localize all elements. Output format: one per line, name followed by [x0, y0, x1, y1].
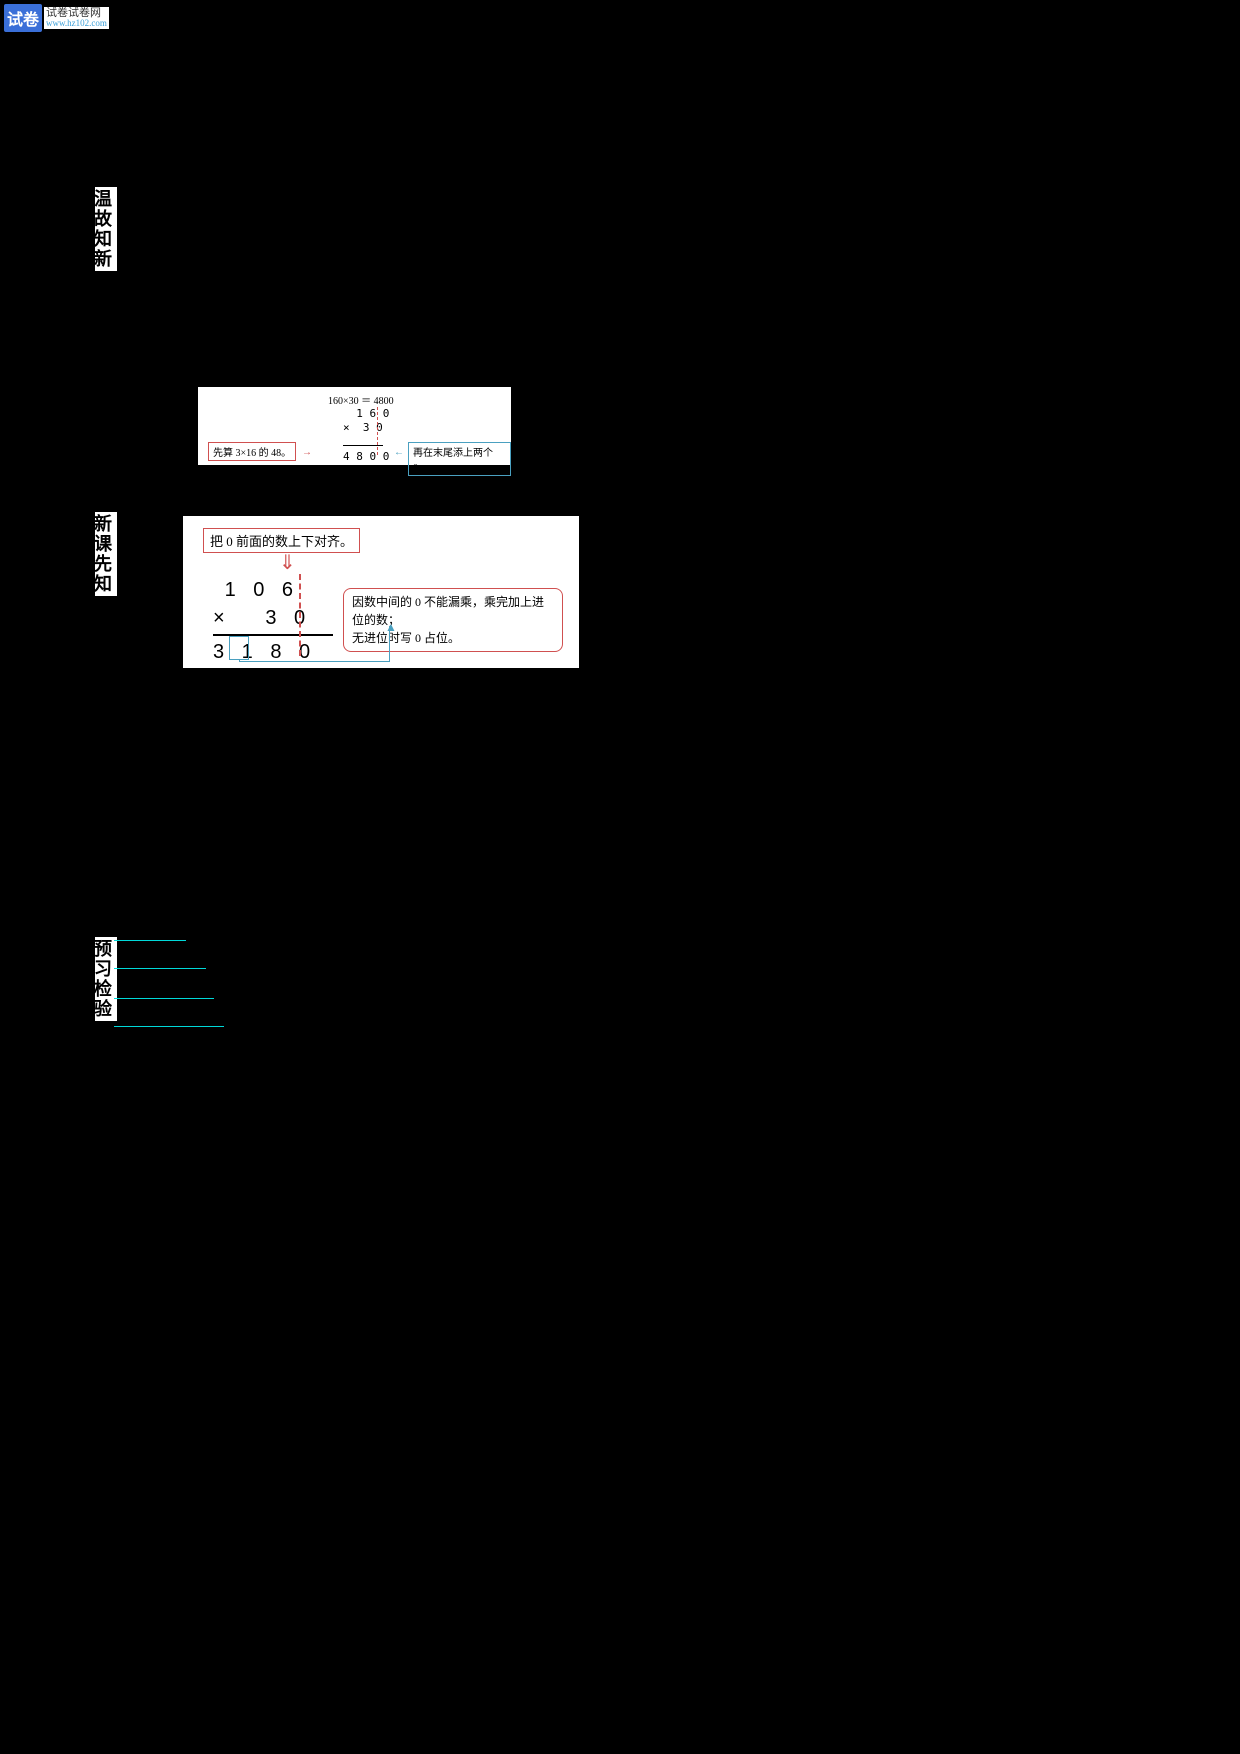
- calc-row-2: × 3 0: [343, 421, 389, 435]
- watermark-badge: 试卷: [4, 4, 42, 32]
- section-label-yuxi: 预习检验: [95, 937, 117, 1021]
- calc-row-1: 1 6 0: [343, 407, 389, 421]
- math-example-2: 把 0 前面的数上下对齐。 ⇓ 1 0 6 × 3 0 3 1 8 0 因数中间…: [183, 516, 579, 668]
- equation-text: 160×30 ＝ 4800: [328, 392, 394, 407]
- arrow-left-icon: →: [302, 447, 312, 458]
- math-example-1: 160×30 ＝ 4800 1 6 0 × 3 0 4 8 0 0 先算 3×1…: [198, 387, 511, 465]
- cyan-underline: [114, 968, 206, 969]
- watermark-line2: www.hz102.com: [44, 19, 109, 29]
- connector-line: [239, 661, 389, 662]
- watermark-logo: 试卷 试卷试卷网 www.hz102.com: [4, 4, 109, 32]
- dashed-divider-2: [299, 574, 301, 656]
- calc2-row-1: 1 0 6: [213, 576, 333, 604]
- arrow-right-icon: ←: [394, 447, 404, 458]
- connector-v1: [239, 659, 240, 662]
- cyan-underline: [114, 940, 186, 941]
- watermark-text: 试卷试卷网 www.hz102.com: [44, 7, 109, 29]
- right-note-line2: 无进位时写 0 占位。: [352, 629, 554, 647]
- vertical-calc-1: 1 6 0 × 3 0 4 8 0 0: [343, 407, 389, 464]
- section-label-wengu: 温故知新: [95, 187, 117, 271]
- arrow-down-icon: ⇓: [279, 550, 296, 575]
- cyan-underline: [114, 1026, 224, 1027]
- arrow-up-icon: ▲: [385, 620, 397, 635]
- calc-row-3: 4 8 0 0: [343, 450, 389, 464]
- cyan-underline: [114, 998, 214, 999]
- dashed-divider-1: [377, 407, 378, 455]
- right-note-box: 因数中间的 0 不能漏乘，乘完加上进位的数； 无进位时写 0 占位。: [343, 588, 563, 652]
- right-annotation: 再在末尾添上两个 0。: [408, 442, 511, 476]
- section-label-xinke: 新课先知: [95, 512, 117, 596]
- page-content: 试卷 试卷试卷网 www.hz102.com 温故知新 新课先知 预习检验 16…: [0, 0, 886, 1300]
- calc2-row-2: × 3 0: [213, 604, 333, 632]
- left-annotation: 先算 3×16 的 48。: [208, 442, 296, 461]
- right-note-line1: 因数中间的 0 不能漏乘，乘完加上进位的数；: [352, 593, 554, 629]
- highlight-box: [229, 636, 249, 660]
